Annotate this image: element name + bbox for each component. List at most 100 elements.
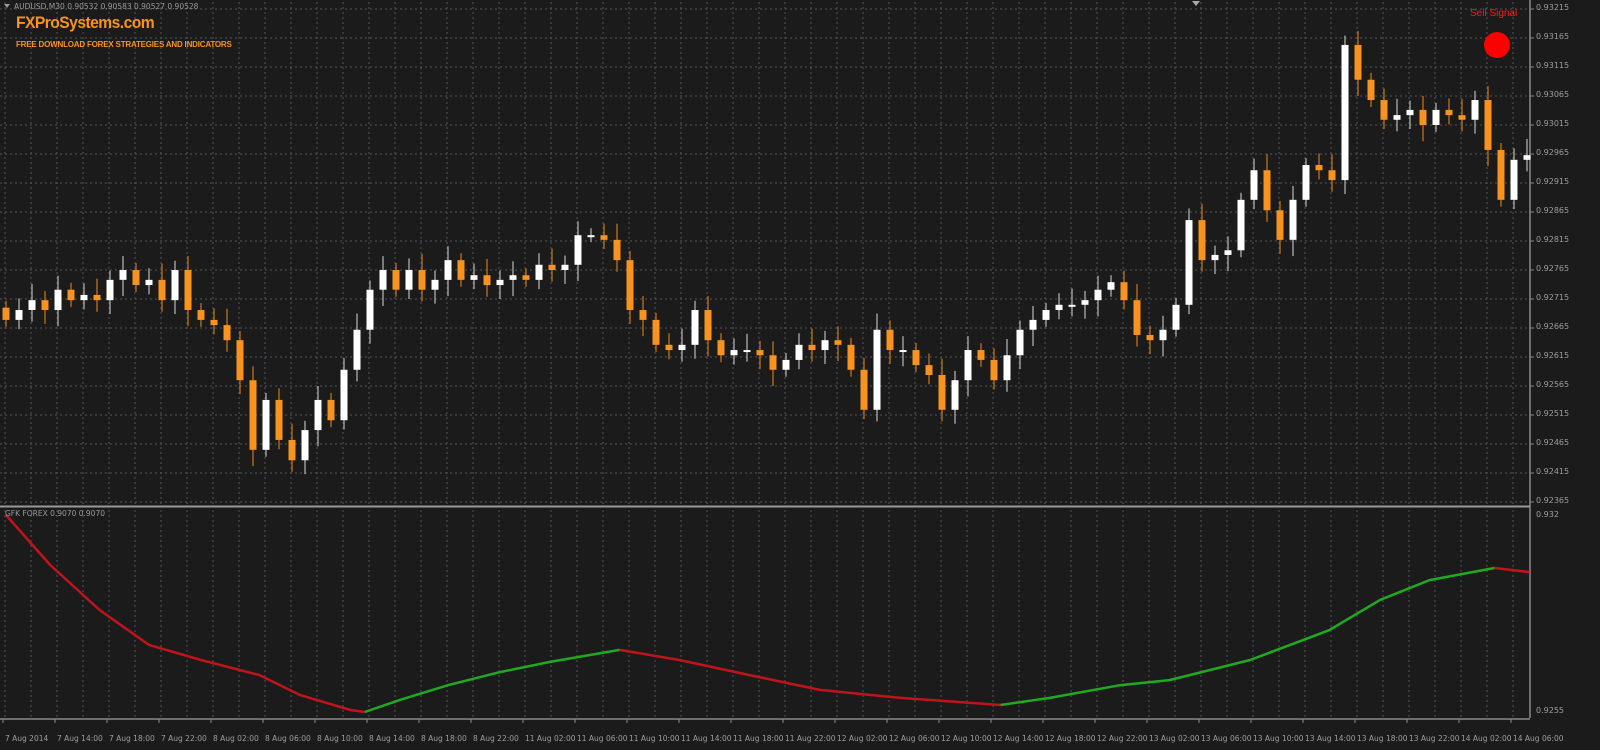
price-axis-label: 0.92415: [1536, 467, 1570, 477]
bullish-candle: [366, 289, 374, 330]
bearish-candle: [1276, 210, 1284, 240]
price-axis-label: 0.93115: [1536, 60, 1570, 70]
price-axis-label: 0.92665: [1536, 322, 1570, 331]
bearish-candle: [1146, 334, 1154, 341]
time-axis-label: 7 Aug 22:00: [161, 734, 207, 743]
bullish-candle: [1432, 109, 1440, 125]
bearish-candle: [522, 275, 530, 280]
time-axis-label: 7 Aug 14:00: [57, 734, 103, 743]
price-axis-label: 0.92615: [1536, 351, 1570, 360]
bullish-candle: [678, 344, 686, 351]
price-axis-label: 0.92865: [1536, 205, 1570, 215]
bearish-candle: [938, 374, 946, 410]
bullish-candle: [171, 270, 179, 301]
sell-signal-label: Sell Signal: [1470, 8, 1518, 19]
time-axis-label: 11 Aug 06:00: [577, 734, 628, 743]
bullish-candle: [1081, 300, 1089, 305]
price-axis-label: 0.93015: [1536, 118, 1570, 128]
bearish-candle: [1445, 109, 1453, 116]
bearish-candle: [1133, 300, 1141, 335]
indicator-axis-label: 0.9255: [1536, 706, 1564, 715]
indicator-line-down: [1494, 566, 1530, 574]
bullish-candle: [821, 340, 829, 351]
time-axis-label: 8 Aug 18:00: [421, 734, 467, 743]
bullish-candle: [1016, 329, 1024, 356]
indicator-label: GFK FOREX 0.9070 0.9070: [5, 509, 105, 518]
bearish-candle: [1120, 282, 1128, 301]
bearish-candle: [1458, 115, 1466, 120]
bullish-candle: [1289, 199, 1297, 240]
bullish-candle: [1510, 159, 1518, 200]
time-axis-label: 11 Aug 02:00: [525, 734, 576, 743]
time-axis-label: 11 Aug 18:00: [733, 734, 784, 743]
collapse-triangle-icon[interactable]: [4, 4, 10, 8]
time-axis-label: 8 Aug 10:00: [317, 734, 363, 743]
bearish-candle: [860, 369, 868, 410]
time-axis-label: 12 Aug 14:00: [993, 734, 1044, 743]
bullish-candle: [795, 344, 803, 360]
bearish-candle: [392, 270, 400, 290]
time-axis-label: 14 Aug 02:00: [1461, 734, 1512, 743]
time-axis-label: 14 Aug 06:00: [1513, 734, 1564, 743]
bullish-candle: [119, 270, 127, 280]
bearish-candle: [626, 260, 634, 311]
bearish-candle: [717, 340, 725, 356]
bullish-candle: [314, 399, 322, 431]
bearish-candle: [1315, 165, 1323, 171]
bearish-candle: [1484, 100, 1492, 150]
price-axis-label: 0.92465: [1536, 438, 1570, 447]
bearish-candle: [1497, 149, 1505, 200]
bearish-candle: [847, 344, 855, 370]
price-axis-label: 0.92965: [1536, 147, 1570, 157]
bullish-candle: [353, 329, 361, 370]
sell-signal-dot-icon: [1484, 32, 1510, 58]
bullish-candle: [574, 235, 582, 265]
time-axis-label: 12 Aug 10:00: [941, 734, 992, 743]
bullish-candle: [1224, 250, 1232, 255]
bearish-candle: [457, 260, 465, 280]
bullish-candle: [1523, 155, 1531, 160]
price-axis-label: 0.93165: [1536, 31, 1570, 41]
bearish-candle: [769, 355, 777, 370]
bullish-candle: [899, 350, 907, 353]
bullish-candle: [145, 279, 153, 286]
bearish-candle: [249, 380, 257, 450]
bullish-candle: [470, 275, 478, 280]
bearish-candle: [925, 365, 933, 375]
bullish-candle: [1003, 355, 1011, 381]
time-axis-label: 13 Aug 06:00: [1201, 734, 1252, 743]
bullish-candle: [1107, 282, 1115, 290]
time-axis-label: 8 Aug 14:00: [369, 734, 415, 743]
bullish-candle: [379, 270, 387, 290]
time-axis-label: 11 Aug 10:00: [629, 734, 680, 743]
bullish-candle: [743, 350, 751, 353]
time-axis-label: 13 Aug 14:00: [1305, 734, 1356, 743]
bearish-candle: [483, 275, 491, 286]
bullish-candle: [535, 264, 543, 280]
bullish-candle: [782, 359, 790, 370]
bearish-candle: [418, 270, 426, 290]
bearish-candle: [665, 344, 673, 351]
bearish-candle: [132, 270, 140, 286]
bearish-candle: [2, 307, 10, 320]
bearish-candle: [1354, 44, 1362, 80]
bullish-candle: [496, 279, 504, 286]
price-axis-label: 0.92365: [1536, 496, 1570, 506]
time-axis-label: 7 Aug 2014: [5, 734, 49, 743]
indicator-line-up: [1000, 566, 1495, 707]
bullish-candle: [1341, 44, 1349, 181]
bullish-candle: [1237, 199, 1245, 251]
bullish-candle: [1094, 289, 1102, 301]
bearish-candle: [639, 310, 647, 320]
time-axis-label: 12 Aug 06:00: [889, 734, 940, 743]
chart-shift-marker-icon[interactable]: [1192, 1, 1200, 6]
bearish-candle: [197, 310, 205, 320]
bullish-candle: [1172, 304, 1180, 330]
time-axis-label: 8 Aug 02:00: [213, 734, 259, 743]
brand-logo: FXProSystems.com: [16, 13, 155, 32]
price-axis-label: 0.92815: [1536, 234, 1570, 244]
time-axis-label: 13 Aug 22:00: [1409, 734, 1460, 743]
bullish-candle: [1159, 329, 1167, 341]
bearish-candle: [1380, 100, 1388, 120]
